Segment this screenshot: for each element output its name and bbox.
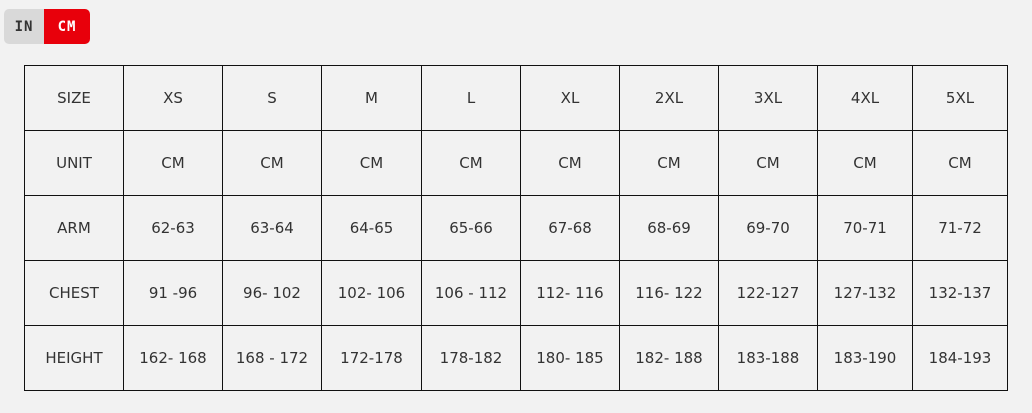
table-cell: CM bbox=[817, 130, 913, 196]
table-cell: 180- 185 bbox=[520, 325, 620, 391]
unit-cm-button[interactable]: CM bbox=[44, 9, 90, 44]
table-cell: CM bbox=[123, 130, 223, 196]
table-cell: S bbox=[222, 65, 322, 131]
table-cell: CM bbox=[619, 130, 719, 196]
table-cell: 65-66 bbox=[421, 195, 521, 261]
table-cell: 102- 106 bbox=[321, 260, 422, 326]
table-cell: 4XL bbox=[817, 65, 913, 131]
table-cell: L bbox=[421, 65, 521, 131]
unit-in-button[interactable]: IN bbox=[4, 9, 44, 44]
table-cell: 116- 122 bbox=[619, 260, 719, 326]
table-cell: CM bbox=[520, 130, 620, 196]
table-cell: 162- 168 bbox=[123, 325, 223, 391]
row-label: UNIT bbox=[24, 130, 124, 196]
table-cell: 70-71 bbox=[817, 195, 913, 261]
table-row-height: HEIGHT 162- 168 168 - 172 172-178 178-182 180… bbox=[24, 325, 1008, 391]
table-cell: 172-178 bbox=[321, 325, 422, 391]
table-cell: 168 - 172 bbox=[222, 325, 322, 391]
row-label: HEIGHT bbox=[24, 325, 124, 391]
table-cell: CM bbox=[222, 130, 322, 196]
table-cell: 96- 102 bbox=[222, 260, 322, 326]
table-cell: 91 -96 bbox=[123, 260, 223, 326]
row-label: ARM bbox=[24, 195, 124, 261]
table-cell: 69-70 bbox=[718, 195, 818, 261]
table-cell: 182- 188 bbox=[619, 325, 719, 391]
row-label: CHEST bbox=[24, 260, 124, 326]
table-cell: XS bbox=[123, 65, 223, 131]
table-cell: 5XL bbox=[912, 65, 1008, 131]
table-cell: CM bbox=[421, 130, 521, 196]
table-cell: 127-132 bbox=[817, 260, 913, 326]
table-row-size: SIZE XS S M L XL 2XL 3XL 4XL 5XL bbox=[24, 65, 1008, 131]
table-cell: 67-68 bbox=[520, 195, 620, 261]
table-row-unit: UNIT CM CM CM CM CM CM CM CM CM bbox=[24, 130, 1008, 196]
table-cell: 132-137 bbox=[912, 260, 1008, 326]
table-cell: 184-193 bbox=[912, 325, 1008, 391]
table-cell: XL bbox=[520, 65, 620, 131]
table-row-chest: CHEST 91 -96 96- 102 102- 106 106 - 112 112- … bbox=[24, 260, 1008, 326]
size-chart-table: SIZE XS S M L XL 2XL 3XL 4XL 5XL UNIT CM CM CM CM CM CM C… bbox=[24, 65, 1008, 391]
table-cell: M bbox=[321, 65, 422, 131]
table-cell: 62-63 bbox=[123, 195, 223, 261]
table-cell: 112- 116 bbox=[520, 260, 620, 326]
table-cell: 122-127 bbox=[718, 260, 818, 326]
table-cell: 64-65 bbox=[321, 195, 422, 261]
table-cell: 183-190 bbox=[817, 325, 913, 391]
table-cell: 68-69 bbox=[619, 195, 719, 261]
table-cell: 183-188 bbox=[718, 325, 818, 391]
table-cell: CM bbox=[321, 130, 422, 196]
unit-toggle[interactable]: IN CM bbox=[4, 9, 90, 44]
table-row-arm: ARM 62-63 63-64 64-65 65-66 67-68 68-69 69-70 70… bbox=[24, 195, 1008, 261]
table-cell: 106 - 112 bbox=[421, 260, 521, 326]
table-cell: 3XL bbox=[718, 65, 818, 131]
table-cell: 63-64 bbox=[222, 195, 322, 261]
table-cell: 2XL bbox=[619, 65, 719, 131]
table-cell: CM bbox=[912, 130, 1008, 196]
row-label: SIZE bbox=[24, 65, 124, 131]
table-cell: CM bbox=[718, 130, 818, 196]
table-cell: 178-182 bbox=[421, 325, 521, 391]
table-cell: 71-72 bbox=[912, 195, 1008, 261]
